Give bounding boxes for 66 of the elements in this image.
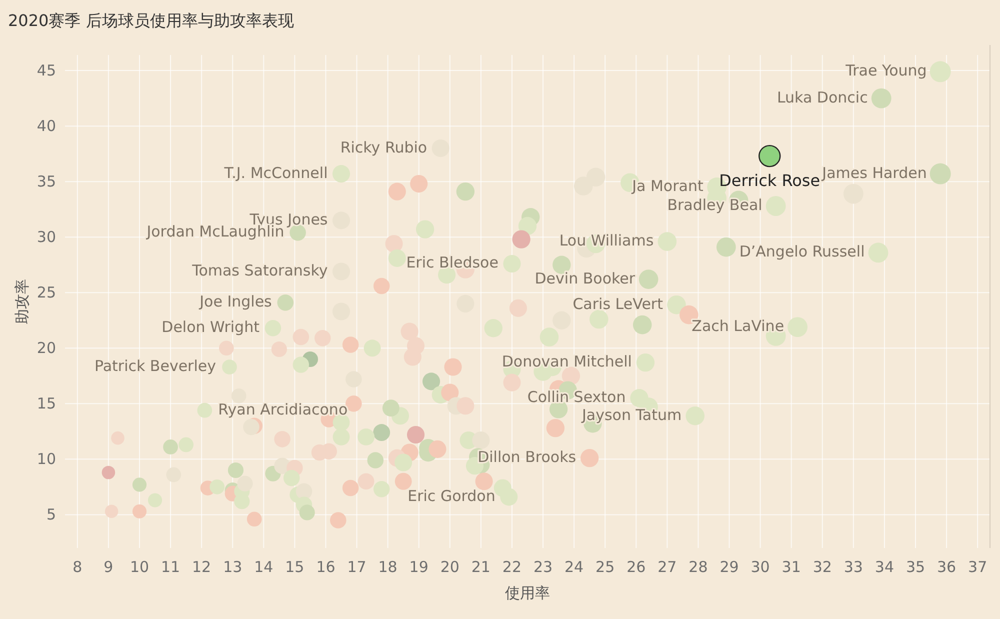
x-tick-label: 11 bbox=[160, 558, 180, 576]
y-tick-label: 40 bbox=[36, 117, 56, 136]
x-tick-label: 18 bbox=[378, 558, 398, 576]
y-tick-label: 35 bbox=[36, 172, 56, 191]
x-axis-title: 使用率 bbox=[505, 584, 550, 602]
x-tick-label: 13 bbox=[223, 558, 242, 576]
x-tick-label: 19 bbox=[409, 558, 428, 576]
y-tick-label: 45 bbox=[36, 62, 56, 80]
annotation: Ryan Arcidiacono bbox=[218, 400, 348, 418]
annotation: Luka Doncic bbox=[776, 88, 868, 106]
x-tick-label: 33 bbox=[844, 558, 863, 576]
x-tick-label: 34 bbox=[874, 558, 894, 576]
x-tick-label: 8 bbox=[72, 558, 82, 576]
y-tick-label: 20 bbox=[36, 339, 56, 358]
annotation: Dillon Brooks bbox=[478, 448, 576, 466]
x-tick-label: 25 bbox=[596, 558, 615, 576]
annotation: James Harden bbox=[821, 164, 927, 182]
x-tick-label: 36 bbox=[936, 558, 956, 576]
annotation: Donovan Mitchell bbox=[502, 352, 632, 371]
x-tick-label: 30 bbox=[750, 558, 770, 576]
annotation: Jayson Tatum bbox=[580, 406, 682, 424]
x-tick-label: 14 bbox=[254, 558, 274, 576]
x-tick-label: 32 bbox=[812, 558, 832, 576]
x-tick-label: 17 bbox=[347, 558, 366, 576]
annotation: Collin Sexton bbox=[527, 388, 626, 406]
x-tick-label: 15 bbox=[285, 558, 304, 576]
annotation: Bradley Beal bbox=[667, 196, 762, 214]
annotation: T.J. McConnell bbox=[223, 164, 328, 182]
x-tick-label: 35 bbox=[906, 558, 926, 576]
x-tick-label: 37 bbox=[968, 558, 988, 576]
x-tick-label: 28 bbox=[688, 558, 708, 576]
x-tick-label: 9 bbox=[104, 558, 114, 576]
x-tick-label: 27 bbox=[658, 558, 677, 576]
series-label: Derrick Rose bbox=[719, 171, 820, 190]
x-tick-label: 22 bbox=[502, 558, 522, 576]
annotation: Joe Ingles bbox=[198, 292, 272, 311]
annotation: Caris LeVert bbox=[572, 294, 664, 313]
annotation: Devin Booker bbox=[534, 269, 636, 288]
x-tick-label: 26 bbox=[626, 558, 646, 576]
x-tick-label: 10 bbox=[130, 558, 150, 576]
x-tick-label: 24 bbox=[564, 558, 584, 576]
x-tick-label: 20 bbox=[440, 558, 460, 576]
x-tick-label: 29 bbox=[720, 558, 739, 576]
y-axis-title: 助攻率 bbox=[13, 279, 31, 324]
annotation: Eric Gordon bbox=[408, 486, 496, 505]
annotation: Patrick Beverley bbox=[94, 357, 216, 376]
y-tick-label: 30 bbox=[36, 228, 56, 246]
annotation: D’Angelo Russell bbox=[739, 242, 865, 261]
chart-title: 2020赛季 后场球员使用率与助攻率表现 bbox=[8, 11, 294, 30]
y-tick-label: 10 bbox=[36, 450, 56, 468]
annotation: Delon Wright bbox=[162, 318, 260, 336]
annotation: Ja Morant bbox=[631, 177, 704, 196]
x-tick-label: 12 bbox=[192, 558, 212, 576]
x-tick-label: 23 bbox=[533, 558, 553, 576]
annotation: Tomas Satoransky bbox=[191, 262, 328, 280]
annotation: Eric Bledsoe bbox=[406, 254, 498, 272]
annotation: Lou Williams bbox=[559, 232, 654, 250]
y-tick-label: 15 bbox=[36, 394, 56, 413]
y-tick-label: 5 bbox=[46, 506, 56, 524]
annotation: Trae Young bbox=[844, 62, 927, 80]
y-tick-label: 25 bbox=[36, 284, 56, 302]
x-tick-label: 31 bbox=[782, 558, 801, 576]
annotation: Zach LaVine bbox=[692, 317, 784, 336]
x-tick-label: 21 bbox=[471, 558, 490, 576]
annotation: Ricky Rubio bbox=[340, 138, 428, 156]
x-tick-label: 16 bbox=[316, 558, 336, 576]
